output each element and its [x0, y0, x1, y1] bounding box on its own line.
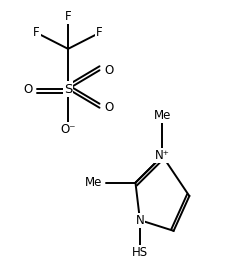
Text: O⁻: O⁻	[60, 123, 76, 136]
Text: O: O	[23, 83, 32, 95]
Text: S: S	[64, 83, 72, 95]
Text: O: O	[104, 64, 113, 77]
Text: Me: Me	[84, 176, 101, 189]
Text: HS: HS	[131, 246, 147, 259]
Text: F: F	[96, 26, 102, 39]
Text: N: N	[135, 214, 144, 227]
Text: N⁺: N⁺	[154, 149, 169, 162]
Text: O: O	[104, 101, 113, 114]
Text: F: F	[65, 10, 71, 23]
Text: F: F	[33, 26, 40, 39]
Text: Me: Me	[153, 109, 170, 122]
